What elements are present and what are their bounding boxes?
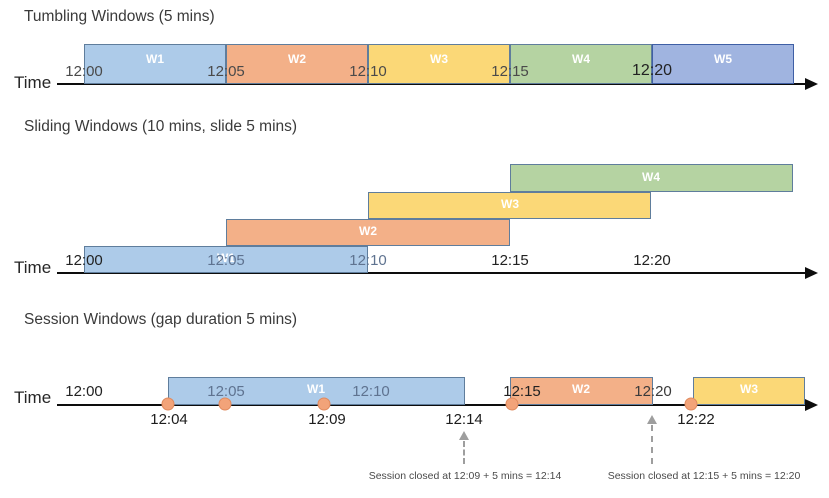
tumbling-window-w5 — [652, 44, 794, 84]
tumbling-window-label: W1 — [146, 52, 164, 66]
annotation-arrow-line — [463, 441, 465, 464]
tumbling-window-label: W3 — [430, 52, 448, 66]
annotation-arrow-up-icon — [647, 415, 657, 424]
tumbling-window-w2 — [226, 44, 368, 84]
session-closed-annotation: Session closed at 12:09 + 5 mins = 12:14 — [368, 470, 562, 482]
sliding-tick: 12:15 — [491, 252, 529, 269]
sliding-tick: 12:00 — [65, 252, 103, 269]
session-title: Session Windows (gap duration 5 mins) — [24, 311, 298, 328]
sliding-time-axis-label: Time — [14, 258, 52, 277]
sliding-window-label: W4 — [642, 170, 660, 184]
session-closed-annotation: Session closed at 12:15 + 5 mins = 12:20 — [607, 470, 801, 482]
tumbling-window-w4 — [510, 44, 652, 84]
tumbling-tick: 12:00 — [65, 63, 103, 80]
session-window-label: W3 — [740, 382, 758, 396]
tumbling-title: Tumbling Windows (5 mins) — [24, 8, 215, 25]
session-tick: 12:00 — [65, 383, 103, 400]
sliding-window-w4 — [510, 164, 793, 192]
session-window-w2 — [510, 377, 653, 405]
event-dot — [317, 397, 331, 411]
sliding-window-label: W3 — [501, 197, 519, 211]
sliding-tick: 12:10 — [349, 252, 387, 269]
event-dot — [218, 397, 232, 411]
sliding-tick: 12:05 — [207, 252, 245, 269]
tumbling-window-w3 — [368, 44, 510, 84]
session-window-label: W1 — [307, 382, 325, 396]
tumbling-window-label: W2 — [288, 52, 306, 66]
session-event-time: 12:04 — [150, 411, 188, 428]
session-event-time: 12:14 — [445, 411, 483, 428]
tumbling-tick: 12:05 — [207, 63, 245, 80]
event-dot — [684, 397, 698, 411]
session-event-time: 12:09 — [308, 411, 346, 428]
event-dot — [505, 397, 519, 411]
tumbling-window-label: W5 — [714, 52, 732, 66]
session-tick: 12:05 — [207, 383, 245, 400]
tumbling-window-w1 — [84, 44, 226, 84]
session-timeline — [57, 404, 805, 406]
sliding-timeline-arrow-icon — [805, 267, 818, 279]
tumbling-window-label: W4 — [572, 52, 590, 66]
sliding-timeline — [57, 272, 805, 274]
session-time-axis-label: Time — [14, 388, 52, 407]
tumbling-timeline-arrow-icon — [805, 78, 818, 90]
session-tick: 12:20 — [634, 383, 672, 400]
sliding-window-label: W2 — [359, 224, 377, 238]
session-tick: 12:15 — [503, 383, 541, 400]
tumbling-timeline — [57, 83, 805, 85]
event-dot — [161, 397, 175, 411]
session-timeline-arrow-icon — [805, 399, 818, 411]
annotation-arrow-line — [651, 425, 653, 464]
tumbling-tick: 12:20 — [631, 62, 673, 79]
sliding-window-w1 — [84, 246, 368, 273]
session-window-label: W2 — [572, 382, 590, 396]
sliding-window-label: W1 — [217, 251, 235, 265]
sliding-window-w2 — [226, 219, 510, 246]
sliding-window-w3 — [368, 192, 651, 219]
session-window-w1 — [168, 377, 465, 405]
session-event-time: 12:22 — [677, 411, 715, 428]
tumbling-time-axis-label: Time — [14, 73, 52, 92]
tumbling-tick: 12:10 — [349, 63, 387, 80]
session-window-w3 — [693, 377, 805, 405]
sliding-tick: 12:20 — [633, 252, 671, 269]
session-tick: 12:10 — [352, 383, 390, 400]
annotation-arrow-up-icon — [459, 431, 469, 440]
sliding-title: Sliding Windows (10 mins, slide 5 mins) — [24, 118, 298, 135]
tumbling-tick: 12:15 — [491, 63, 529, 80]
